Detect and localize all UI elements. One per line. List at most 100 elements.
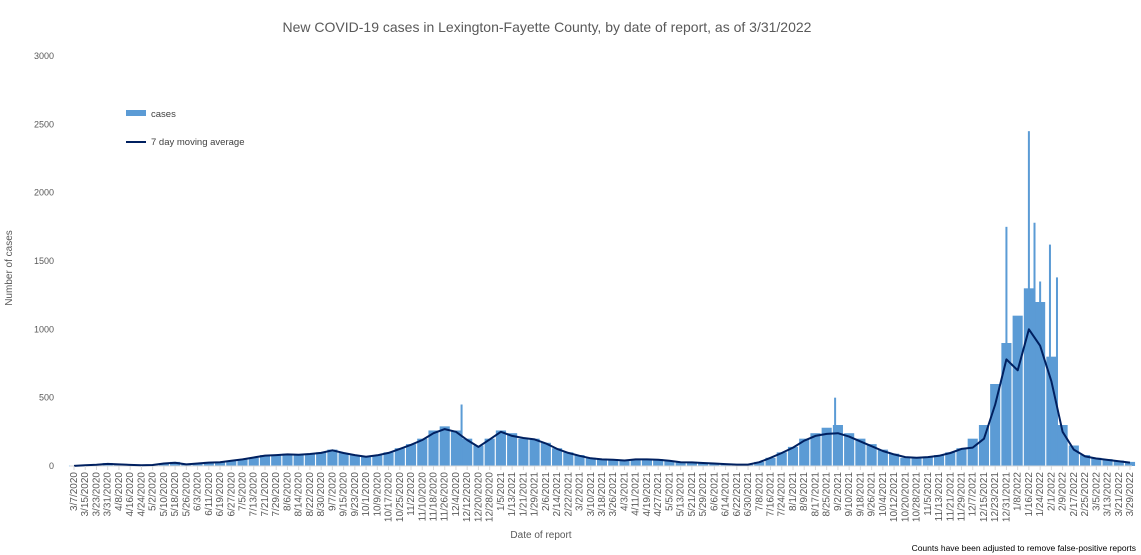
cases-bar [259,455,271,466]
cases-bar [956,448,967,466]
cases-bar [967,438,978,466]
y-tick-label: 500 [39,393,54,403]
cases-bar [844,433,855,466]
x-tick-label: 7/29/2020 [271,472,282,517]
x-tick-label: 4/11/2021 [631,472,642,516]
cases-bar [495,430,506,466]
x-tick-label: 4/3/2021 [619,472,630,511]
cases-bar [877,449,888,466]
x-tick-label: 5/29/2021 [698,472,709,517]
x-tick-label: 12/31/2021 [1001,472,1012,522]
cases-bar [450,430,462,466]
cases-bar [810,433,821,466]
cases-bar [799,438,810,466]
x-tick-label: 3/13/2022 [1103,472,1114,517]
x-tick-label: 6/19/2020 [215,472,226,517]
x-tick-label: 2/1/2022 [1046,472,1057,511]
cases-bar [698,462,709,466]
cases-bar [641,459,652,466]
x-tick-label: 11/5/2021 [923,472,934,516]
cases-bar [316,452,327,466]
x-tick-label: 2/6/2021 [541,472,552,511]
x-tick-label: 8/22/2020 [305,472,316,517]
x-tick-label: 3/31/2020 [103,472,114,517]
x-tick-label: 6/22/2021 [732,472,743,517]
x-tick-label: 8/30/2020 [316,472,327,517]
cases-bar [675,461,686,466]
cases-bar [1012,315,1023,466]
x-tick-label: 9/23/2020 [350,472,361,517]
legend-swatch-cases [126,110,146,116]
cases-bar [518,438,529,466]
y-tick-label: 1500 [34,256,54,266]
x-tick-label: 6/3/2020 [193,472,204,511]
cases-bar [428,430,439,466]
x-tick-label: 8/9/2021 [799,472,810,511]
y-tick-label: 3000 [34,51,54,61]
cases-bar [933,455,945,466]
x-tick-label: 7/13/2020 [249,472,260,517]
cases-bar [585,457,596,466]
x-tick-label: 7/24/2021 [777,472,788,517]
y-tick-label: 2000 [34,188,54,198]
cases-bar [372,455,383,466]
x-tick-label: 5/18/2020 [170,472,181,517]
cases-bar [439,426,450,466]
cases-bar [361,456,372,466]
x-tick-label: 10/1/2020 [361,472,372,517]
x-tick-label: 1/16/2022 [1024,472,1035,517]
x-axis-title: Date of report [510,530,571,541]
y-tick-label: 2500 [34,119,54,129]
x-tick-label: 11/21/2021 [945,472,956,522]
cases-bar [1046,356,1057,466]
x-tick-label: 12/4/2020 [451,472,462,517]
x-tick-label: 7/5/2020 [238,472,249,511]
x-tick-label: 6/27/2020 [226,472,237,517]
cases-bar [192,463,203,466]
x-tick-label: 10/25/2020 [395,472,406,522]
cases-bar [473,445,484,466]
x-tick-label: 3/10/2021 [586,472,597,517]
cases-bar [327,449,338,466]
cases-bar [1057,425,1068,466]
x-tick-label: 4/24/2020 [136,472,147,517]
x-tick-label: 10/17/2020 [384,472,395,522]
x-tick-label: 12/20/2020 [473,472,484,522]
x-tick-label: 11/29/2021 [956,472,967,522]
legend: cases 7 day moving average [126,109,244,148]
cases-bar [293,455,304,466]
cases-bar [821,427,832,466]
x-tick-label: 3/2/2021 [575,472,586,511]
cases-peak-bar [1039,281,1042,466]
x-tick-label: 12/23/2021 [990,472,1001,522]
x-tick-label: 6/6/2021 [709,472,720,511]
cases-bar [1113,460,1124,466]
legend-label-average: 7 day moving average [151,137,244,148]
cases-bar [540,442,551,466]
x-tick-label: 5/26/2020 [181,472,192,517]
x-tick-label: 3/23/2020 [91,472,102,517]
cases-bar [787,446,799,466]
x-tick-label: 3/18/2021 [597,472,608,517]
cases-bar [574,455,585,466]
cases-peak-bars [460,131,1058,466]
cases-bar [686,461,697,466]
x-tick-label: 2/9/2022 [1058,472,1069,511]
x-tick-label: 7/16/2021 [766,472,777,517]
x-tick-label: 9/26/2021 [867,472,878,517]
cases-bar [383,452,394,466]
x-tick-label: 1/8/2022 [1013,472,1024,511]
cases-bar [405,444,417,466]
cases-bar [226,460,237,466]
x-tick-label: 1/29/2021 [530,472,541,517]
cases-peak-bar [1027,131,1030,466]
x-tick-label: 4/19/2021 [642,472,653,517]
y-axis-title: Number of cases [4,230,15,306]
cases-bar [1124,461,1136,466]
x-tick-label: 12/15/2021 [979,472,990,522]
cases-bar [1080,455,1091,466]
x-tick-label: 7/8/2021 [754,472,765,511]
legend-label-cases: cases [151,109,176,120]
cases-bar [754,461,765,466]
x-tick-label: 4/16/2020 [125,472,136,517]
